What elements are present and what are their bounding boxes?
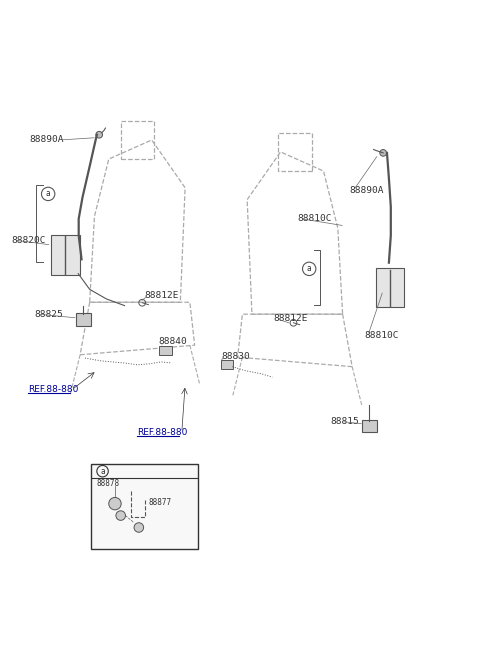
Text: 88890A: 88890A: [350, 186, 384, 194]
Text: 88830: 88830: [221, 351, 250, 361]
Text: 88877: 88877: [148, 498, 171, 507]
FancyBboxPatch shape: [376, 268, 404, 307]
Text: 88825: 88825: [35, 309, 63, 319]
FancyBboxPatch shape: [159, 346, 172, 355]
Circle shape: [109, 497, 121, 510]
Circle shape: [116, 510, 125, 520]
Text: 88878: 88878: [97, 479, 120, 488]
FancyBboxPatch shape: [221, 360, 233, 369]
FancyBboxPatch shape: [91, 464, 198, 549]
FancyBboxPatch shape: [76, 313, 91, 326]
Text: a: a: [307, 264, 312, 273]
Circle shape: [134, 523, 144, 532]
Text: REF.88-880: REF.88-880: [137, 428, 188, 437]
FancyBboxPatch shape: [362, 420, 377, 432]
Circle shape: [96, 131, 103, 138]
Text: REF.88-880: REF.88-880: [28, 385, 78, 394]
Text: a: a: [100, 466, 105, 476]
Text: 88810C: 88810C: [297, 214, 332, 223]
Text: 88812E: 88812E: [274, 315, 308, 323]
Text: 88812E: 88812E: [144, 290, 179, 300]
FancyBboxPatch shape: [51, 235, 80, 275]
Text: 88810C: 88810C: [364, 331, 398, 340]
Text: 88815: 88815: [331, 417, 360, 426]
Text: 88840: 88840: [159, 337, 188, 346]
Text: 88890A: 88890A: [29, 135, 63, 145]
Text: 88820C: 88820C: [11, 236, 46, 244]
Circle shape: [380, 150, 386, 156]
Text: a: a: [46, 189, 50, 198]
